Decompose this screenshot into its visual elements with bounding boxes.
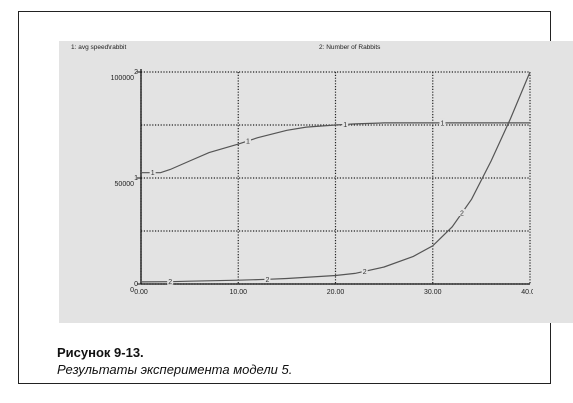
series-marker-2: 2: [363, 269, 367, 276]
series-marker-bg: [167, 277, 174, 285]
figure-caption-text: Результаты эксперимента модели 5.: [57, 362, 293, 377]
y-tick-label-series2: 50000: [115, 181, 135, 188]
figure-frame: 1: avg speed\rabbit 2: Number of Rabbits…: [18, 11, 573, 384]
series-marker-2: 2: [460, 210, 464, 217]
series-marker-1: 1: [246, 138, 250, 145]
line-chart: 1: avg speed\rabbit 2: Number of Rabbits…: [71, 44, 533, 296]
y-tick-label-series1: 0: [134, 281, 138, 288]
series-marker-bg: [264, 275, 271, 283]
series-lines: 1 1 1 1 2 2 2 2: [140, 71, 531, 286]
axes: [137, 69, 530, 285]
series-line-1: [141, 122, 530, 174]
series-marker-bg: [458, 208, 465, 216]
grid-lines: [140, 71, 531, 285]
series1-header-label: 1: avg speed\rabbit: [71, 44, 126, 51]
x-tick-label: 0.00: [134, 289, 148, 296]
series-marker-bg: [149, 168, 156, 176]
chart-panel: 1: avg speed\rabbit 2: Number of Rabbits…: [59, 41, 573, 323]
series2-header-label: 2: Number of Rabbits: [319, 44, 381, 51]
x-tick-label: 30.00: [424, 289, 442, 296]
series-marker-2: 2: [265, 277, 269, 284]
y-tick-label-series1: 1: [134, 175, 138, 182]
series-line-2: [140, 71, 531, 283]
x-tick-label: 10.00: [229, 289, 247, 296]
x-tick-label: 40.00: [521, 289, 533, 296]
y-tick-label-series1: 2: [134, 69, 138, 76]
series-marker-bg: [361, 267, 368, 275]
x-tick-label: 20.00: [327, 289, 345, 296]
series-marker-bg: [439, 118, 446, 126]
series-marker-1: 1: [441, 120, 445, 127]
figure-caption-title: Рисунок 9-13.: [57, 345, 144, 360]
series-marker-bg: [244, 136, 251, 144]
series-marker-1: 1: [151, 170, 155, 177]
y-tick-label-series2: 0: [130, 287, 134, 294]
series-marker-bg: [342, 120, 349, 128]
series-marker-2: 2: [168, 279, 172, 286]
series-marker-1: 1: [343, 122, 347, 129]
y-tick-label-series2: 100000: [111, 75, 134, 82]
